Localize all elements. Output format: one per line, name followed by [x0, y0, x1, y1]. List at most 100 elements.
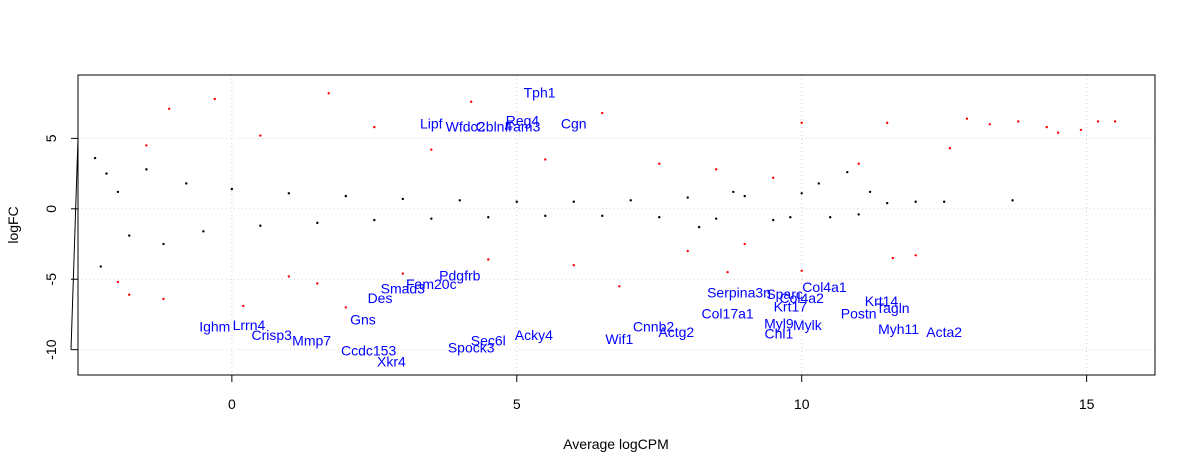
data-point-non_significant: [458, 199, 461, 202]
data-point-significant: [726, 270, 729, 274]
data-point-significant: [885, 121, 889, 125]
x-tick-label: 10: [794, 396, 810, 412]
data-point-non_significant: [99, 265, 102, 268]
data-point-significant: [948, 147, 952, 150]
data-point-non_significant: [828, 216, 832, 219]
data-point-non_significant: [162, 242, 165, 246]
data-point-non_significant: [105, 172, 108, 175]
data-point-significant: [1113, 120, 1117, 123]
data-point-significant: [914, 254, 917, 257]
data-point-significant: [116, 280, 120, 284]
gene-label: Krt14: [865, 293, 899, 309]
gene-label: Chl1: [765, 325, 794, 341]
data-point-non_significant: [732, 190, 735, 194]
gene-label: Mylk: [793, 317, 823, 333]
gene-label: Col17a1: [702, 306, 754, 322]
data-point-non_significant: [772, 218, 775, 222]
data-point-significant: [1017, 120, 1020, 123]
y-axis-title: logFC: [5, 206, 21, 243]
data-point-non_significant: [1011, 199, 1014, 202]
x-tick-label: 15: [1079, 396, 1095, 412]
gene-label: Cgn: [561, 116, 587, 132]
y-tick-label: -10: [43, 339, 59, 359]
data-point-non_significant: [789, 216, 792, 219]
gene-label: Tagln: [876, 300, 909, 316]
gene-label: Sec6l: [471, 332, 506, 348]
data-point-non_significant: [145, 168, 148, 171]
gene-label: Ccdc153: [341, 342, 396, 358]
y-tick-label: 0: [43, 205, 59, 213]
data-point-significant: [1045, 125, 1048, 129]
data-point-non_significant: [344, 194, 348, 198]
data-point-significant: [857, 162, 860, 165]
data-point-non_significant: [128, 234, 131, 237]
data-point-significant: [242, 304, 245, 308]
gene-label: Smad3: [381, 280, 426, 296]
data-point-non_significant: [430, 217, 433, 220]
data-point-significant: [287, 275, 291, 278]
data-point-significant: [743, 242, 746, 246]
data-point-significant: [167, 107, 171, 111]
data-point-significant: [469, 100, 473, 103]
data-point-non_significant: [572, 200, 575, 203]
gene-label: Ighm: [199, 318, 230, 334]
data-point-significant: [487, 258, 490, 261]
data-point-non_significant: [857, 213, 860, 216]
data-point-non_significant: [686, 196, 689, 199]
data-point-significant: [715, 168, 718, 171]
axes: 0 5 10 15 -10 -5 0 5: [43, 134, 1095, 412]
data-point-significant: [988, 123, 991, 126]
gene-label: Reg4: [506, 113, 540, 129]
data-point-significant: [327, 92, 330, 95]
data-point-non_significant: [259, 224, 262, 227]
data-point-significant: [686, 249, 689, 253]
data-point-significant: [1056, 131, 1060, 134]
gene-label: Cbln4: [476, 118, 513, 134]
gene-label: Wfdc2: [446, 118, 486, 134]
data-point-significant: [1079, 128, 1083, 132]
data-point-non_significant: [202, 230, 205, 233]
gene-label: Fam20c: [406, 276, 457, 292]
gene-label: Krt17: [774, 299, 808, 315]
gene-label: Des: [368, 290, 393, 306]
data-point-non_significant: [868, 190, 872, 194]
gene-label: Acta2: [926, 324, 962, 340]
data-point-non_significant: [658, 216, 661, 219]
data-point-non_significant: [601, 214, 604, 218]
gene-label: Sparc: [766, 286, 803, 302]
gene-label: Wif1: [605, 331, 633, 347]
data-point-significant: [128, 293, 131, 296]
y-tick-label: 5: [43, 134, 59, 142]
y-tick-label: -5: [43, 273, 59, 286]
y-axis-line: [70, 138, 79, 350]
gene-label: Gns: [350, 311, 376, 327]
data-point-significant: [891, 256, 895, 260]
scatter-points: [93, 92, 1117, 309]
gene-label: Lipf: [420, 116, 443, 132]
gene-label: Postn: [841, 306, 877, 322]
data-point-significant: [162, 297, 165, 301]
data-point-non_significant: [230, 187, 234, 191]
data-point-non_significant: [487, 216, 490, 219]
data-point-non_significant: [401, 197, 405, 201]
data-point-significant: [1096, 120, 1100, 123]
data-point-non_significant: [715, 217, 718, 220]
gene-label: Lrrn4: [233, 317, 266, 333]
gene-label: Pdgfrb: [439, 268, 480, 284]
data-point-significant: [145, 144, 148, 147]
gene-label: Myh11: [878, 321, 919, 337]
data-point-significant: [373, 125, 376, 129]
data-point-non_significant: [316, 221, 319, 225]
data-point-non_significant: [817, 182, 820, 185]
data-point-non_significant: [942, 200, 946, 203]
gene-label: Fam3: [505, 118, 541, 134]
data-point-non_significant: [116, 190, 120, 194]
gene-label: Acky4: [515, 327, 553, 343]
gene-label: Crisp3: [252, 327, 293, 343]
gene-label: Xkr4: [377, 354, 406, 370]
data-point-non_significant: [800, 192, 803, 195]
gene-label: Col4a1: [802, 279, 847, 295]
data-point-significant: [572, 263, 575, 267]
